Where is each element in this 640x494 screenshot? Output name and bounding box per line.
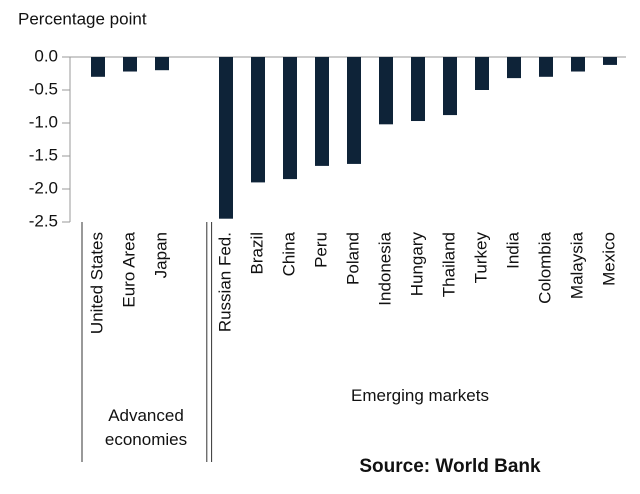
bar [411, 57, 425, 122]
y-tick-label: -0.5 [29, 79, 58, 98]
y-tick-label: -1.5 [29, 145, 58, 164]
x-tick-label: Malaysia [567, 231, 586, 299]
bar [315, 57, 329, 166]
y-axis-label: Percentage point [18, 9, 147, 28]
bar [571, 57, 585, 72]
bar [507, 57, 521, 79]
y-tick-label: -2.0 [29, 178, 58, 197]
x-tick-label: Poland [343, 232, 362, 285]
group-label: Advanced economies [104, 406, 188, 449]
source: Source: World Bank [359, 456, 541, 477]
x-tick-label: Peru [311, 232, 330, 268]
bar [155, 57, 169, 71]
bar [379, 57, 393, 125]
x-tick-label: Euro Area [119, 231, 138, 307]
y-tick-label: 0.0 [34, 46, 58, 65]
bar [219, 57, 233, 219]
bar [443, 57, 457, 116]
x-tick-label: Mexico [599, 232, 618, 286]
x-tick-label: Colombia [535, 231, 554, 303]
x-tick-label: Brazil [247, 232, 266, 275]
bar [251, 57, 265, 183]
y-tick-label: -1.0 [29, 112, 58, 131]
x-tick-label: China [279, 231, 298, 276]
x-tick-label: Russian Fed. [215, 232, 234, 332]
y-tick-label: -2.5 [29, 211, 58, 230]
bar [539, 57, 553, 77]
bar [91, 57, 105, 77]
x-tick-label: Hungary [407, 232, 426, 297]
bar [347, 57, 361, 164]
bar [283, 57, 297, 180]
x-tick-label: Thailand [439, 232, 458, 297]
x-tick-label: India [503, 231, 522, 268]
x-tick-label: United States [87, 232, 106, 334]
x-tick-label: Turkey [471, 232, 490, 284]
bar [475, 57, 489, 90]
bar [123, 57, 137, 72]
x-tick-label: Japan [151, 232, 170, 278]
group-label: Emerging markets [351, 386, 489, 405]
bar [603, 57, 617, 65]
x-tick-label: Indonesia [375, 231, 394, 305]
